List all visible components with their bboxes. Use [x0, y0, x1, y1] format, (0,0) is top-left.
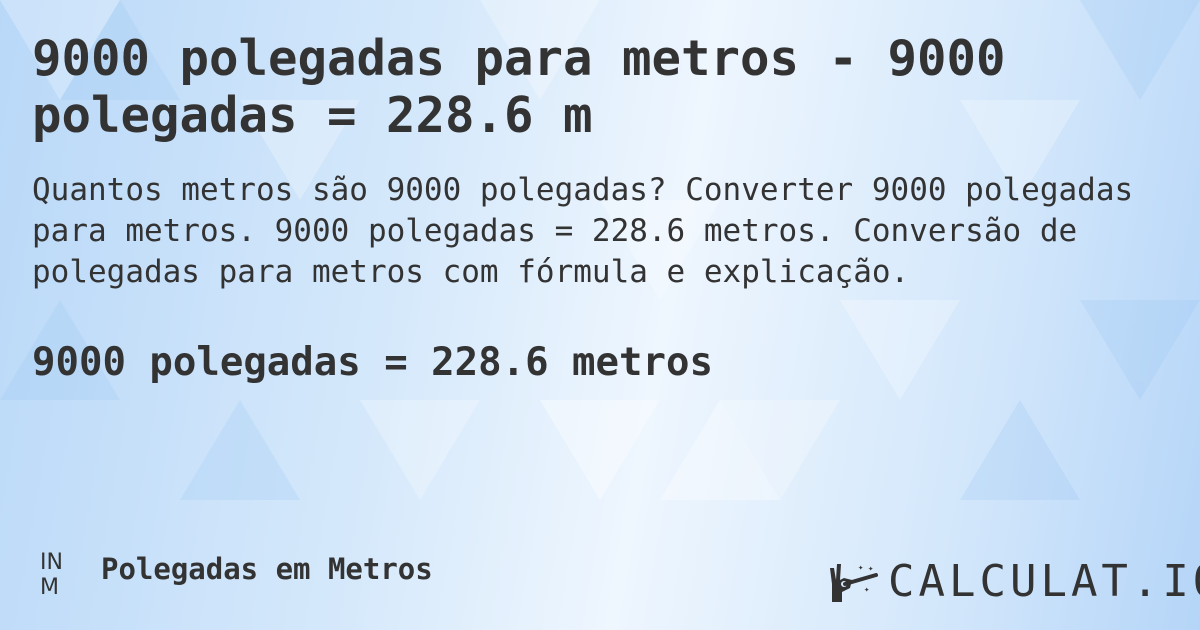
icon-text-top: IN: [40, 550, 63, 575]
svg-text:✦: ✦: [858, 563, 864, 573]
icon-text-bottom: M: [40, 575, 59, 600]
inches-to-meters-icon: IN M: [40, 550, 63, 600]
category-label: Polegadas em Metros: [101, 552, 433, 586]
page-title: 9000 polegadas para metros - 9000 polega…: [32, 30, 1006, 144]
magic-hand-icon: ✦ ✦ ✦: [830, 563, 878, 602]
brand-name: CALCULAT.IO: [888, 556, 1200, 607]
description: Quantos metros são 9000 polegadas? Conve…: [32, 172, 1134, 290]
conversion-result: 9000 polegadas = 228.6 metros: [32, 340, 713, 385]
svg-text:✦: ✦: [868, 564, 874, 574]
brand-logo: ✦ ✦ ✦ CALCULAT.IO: [828, 556, 1200, 607]
svg-text:✦: ✦: [864, 585, 870, 595]
